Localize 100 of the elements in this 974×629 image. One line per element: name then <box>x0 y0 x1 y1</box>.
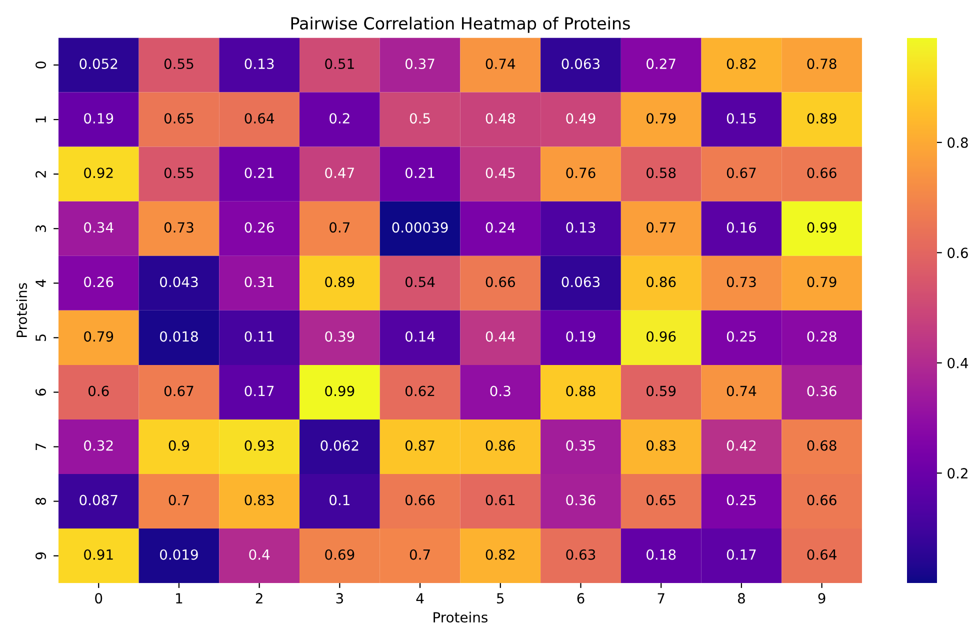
data-label: 0.36 <box>566 494 596 506</box>
data-label: 0.45 <box>486 168 515 178</box>
y-axis-title: Proteins <box>16 283 28 338</box>
data-label: 0.17 <box>726 549 756 560</box>
x-tick-label: 3 <box>336 593 343 604</box>
data-label: 0.26 <box>84 276 114 288</box>
color-bar-label: 0.8 <box>948 137 968 148</box>
data-label: 0.79 <box>646 113 676 124</box>
data-label: 0.4 <box>249 549 270 560</box>
y-tick-label: 3 <box>36 225 46 232</box>
y-tick-label: 7 <box>36 444 46 450</box>
data-label: 0.063 <box>562 276 600 288</box>
data-label: 0.65 <box>164 113 194 124</box>
data-label: 0.32 <box>84 440 113 451</box>
data-label: 0.28 <box>807 331 836 342</box>
data-label: 0.21 <box>244 168 274 178</box>
x-tick-label: 5 <box>497 593 504 604</box>
color-bar-label: 0.6 <box>948 248 968 258</box>
data-label: 0.67 <box>164 386 194 396</box>
data-label: 0.13 <box>566 222 596 233</box>
data-label: 0.043 <box>160 276 198 288</box>
data-label: 0.66 <box>807 168 836 178</box>
data-label: 0.66 <box>807 494 836 506</box>
x-tick-label: 0 <box>95 593 102 604</box>
data-label: 0.25 <box>726 331 756 342</box>
data-label: 0.37 <box>405 58 434 70</box>
data-label: 0.44 <box>486 331 516 342</box>
y-tick-label: 4 <box>36 280 46 287</box>
data-label: 0.54 <box>405 276 435 288</box>
data-label: 0.59 <box>646 386 676 396</box>
data-label: 0.052 <box>80 58 118 70</box>
data-label: 0.76 <box>566 168 596 178</box>
data-label: 0.92 <box>84 168 113 178</box>
x-tick-label: 6 <box>577 593 584 604</box>
data-label: 0.51 <box>325 58 354 70</box>
data-label: 0.48 <box>486 113 515 124</box>
data-label: 0.66 <box>405 494 435 506</box>
data-label: 0.99 <box>325 386 354 396</box>
data-label: 0.7 <box>330 222 350 233</box>
data-label: 0.9 <box>168 440 190 451</box>
data-label: 0.73 <box>164 222 194 233</box>
data-label: 0.19 <box>84 113 114 124</box>
data-label: 0.39 <box>325 331 354 342</box>
data-label: 0.13 <box>244 58 274 70</box>
y-tick-label: 1 <box>36 116 46 122</box>
data-label: 0.17 <box>244 386 274 396</box>
data-label: 0.6 <box>88 386 109 396</box>
y-tick-label: 5 <box>36 334 46 342</box>
data-label: 0.27 <box>646 58 676 70</box>
y-tick-label: 8 <box>36 498 46 505</box>
data-label: 0.36 <box>807 386 836 396</box>
data-label: 0.87 <box>405 440 434 451</box>
data-label: 0.96 <box>646 331 676 342</box>
data-label: 0.68 <box>807 440 836 451</box>
x-tick-label: 7 <box>658 593 664 604</box>
data-label: 0.69 <box>325 549 354 560</box>
data-label: 0.062 <box>320 440 358 451</box>
data-label: 0.88 <box>566 386 596 396</box>
data-label: 0.35 <box>566 440 595 451</box>
data-label: 0.91 <box>84 549 113 560</box>
data-label: 0.063 <box>562 58 600 70</box>
data-label: 0.25 <box>726 494 756 506</box>
data-label: 0.16 <box>726 222 756 233</box>
x-axis-title: Proteins <box>434 612 488 623</box>
data-label: 0.21 <box>405 168 434 178</box>
color-bar-label: 0.4 <box>948 358 968 368</box>
data-label: 0.58 <box>646 168 676 178</box>
data-label: 0.93 <box>244 440 274 451</box>
x-tick-label: 1 <box>176 593 182 604</box>
y-tick-label: 9 <box>36 552 46 560</box>
data-label: 0.83 <box>646 440 676 451</box>
data-label: 0.62 <box>405 386 434 396</box>
data-label: 0.34 <box>84 222 114 233</box>
data-label: 0.11 <box>244 331 274 342</box>
data-label: 0.5 <box>410 113 430 124</box>
data-label: 0.18 <box>646 549 676 560</box>
data-label: 0.14 <box>405 331 435 342</box>
data-label: 0.77 <box>646 222 676 233</box>
data-label: 0.82 <box>486 549 514 560</box>
data-label: 0.55 <box>164 58 194 70</box>
data-label: 0.99 <box>807 222 836 233</box>
x-tick-label: 4 <box>416 593 424 604</box>
data-label: 0.00039 <box>392 222 448 233</box>
data-label: 0.1 <box>330 494 350 506</box>
data-label: 0.74 <box>726 386 756 396</box>
color-bar-label: 0.2 <box>948 468 968 479</box>
data-label: 0.24 <box>486 222 516 233</box>
data-label: 0.2 <box>330 113 350 124</box>
data-label: 0.3 <box>490 386 510 396</box>
data-label: 0.82 <box>726 58 756 70</box>
data-label: 0.83 <box>244 494 274 506</box>
data-label: 0.019 <box>160 549 198 560</box>
data-label: 0.66 <box>486 276 515 288</box>
chart-title: Pairwise Correlation Heatmap of Proteins <box>291 16 630 33</box>
data-label: 0.78 <box>807 58 836 70</box>
x-tick-label: 2 <box>256 593 262 604</box>
y-tick-label: 0 <box>36 62 46 69</box>
data-label: 0.64 <box>807 549 836 560</box>
y-tick-label: 2 <box>36 171 46 178</box>
data-label: 0.63 <box>566 549 596 560</box>
